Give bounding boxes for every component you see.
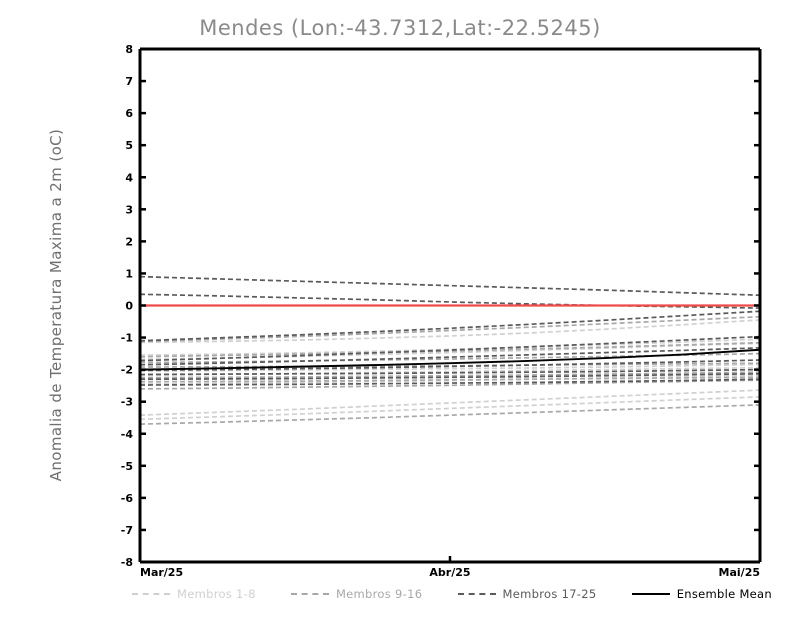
series-line xyxy=(139,341,761,358)
series-line xyxy=(139,275,761,297)
legend-item[interactable]: Membros 17-25 xyxy=(457,587,597,601)
legend-swatch-icon xyxy=(132,593,170,595)
tick-labels-group: 8 7 6 5 4 3 2 1 0 -1 -2 -3 -4 -5 -6 -7 -8 Mar/25 Abr/25 Mai… xyxy=(121,43,760,579)
x-tick-label: Mai/25 xyxy=(719,566,760,579)
series-line xyxy=(139,379,761,390)
series-line xyxy=(139,362,761,368)
series-line xyxy=(139,359,761,372)
series-line xyxy=(139,342,761,361)
y-tick-label: -2 xyxy=(121,364,133,377)
series-line xyxy=(139,338,761,357)
series-line xyxy=(139,366,761,377)
legend-label: Membros 1-8 xyxy=(177,587,256,601)
y-tick-label: 1 xyxy=(125,267,133,280)
y-tick-label: -1 xyxy=(121,332,133,345)
series-line xyxy=(139,335,761,362)
legend-item[interactable]: Membros 1-8 xyxy=(132,587,256,601)
series-line xyxy=(139,396,761,421)
y-tick-label: -3 xyxy=(121,396,133,409)
y-tick-label: -6 xyxy=(121,492,134,505)
series-line xyxy=(139,315,761,343)
series-line xyxy=(139,363,761,373)
axes-group xyxy=(138,47,762,564)
legend-swatch-icon xyxy=(290,593,329,595)
legend-swatch-icon xyxy=(457,593,496,595)
series-line xyxy=(139,372,761,381)
series-line xyxy=(139,404,761,425)
y-tick-label: 5 xyxy=(125,139,133,152)
series-line xyxy=(139,376,761,383)
chart-legend: Membros 1-8 Membros 9-16 Membros 17-25 Ense… xyxy=(132,584,772,604)
series-line xyxy=(139,374,761,385)
series-line xyxy=(139,319,761,344)
series-line xyxy=(139,310,761,342)
y-tick-label: 0 xyxy=(125,300,133,313)
x-tick-label: Mar/25 xyxy=(140,566,183,579)
series-line xyxy=(139,348,761,371)
y-tick-label: 3 xyxy=(125,203,133,216)
legend-label: Membros 17-25 xyxy=(502,587,597,601)
legend-item[interactable]: Membros 9-16 xyxy=(290,587,423,601)
y-tick-label: -8 xyxy=(121,556,133,569)
series-group xyxy=(139,275,761,425)
y-tick-label: -7 xyxy=(121,524,133,537)
y-tick-label: 6 xyxy=(125,107,133,120)
legend-label: Ensemble Mean xyxy=(676,587,772,601)
series-line xyxy=(139,368,761,376)
series-line xyxy=(139,346,761,366)
legend-item[interactable]: Ensemble Mean xyxy=(631,587,772,601)
legend-swatch-icon xyxy=(631,593,670,595)
y-tick-label: 7 xyxy=(125,75,133,88)
y-tick-label: 4 xyxy=(125,171,133,184)
y-tick-label: 8 xyxy=(125,43,133,56)
y-tick-label: -5 xyxy=(121,460,133,473)
y-tick-label: 2 xyxy=(125,235,133,248)
chart-title: Mendes (Lon:-43.7312,Lat:-22.5245) xyxy=(199,16,601,40)
series-line xyxy=(139,378,761,386)
legend-label: Membros 9-16 xyxy=(335,587,423,601)
x-tick-label: Abr/25 xyxy=(429,566,470,579)
series-line xyxy=(139,371,761,379)
series-line xyxy=(139,389,761,417)
y-tick-label: -4 xyxy=(121,428,134,441)
